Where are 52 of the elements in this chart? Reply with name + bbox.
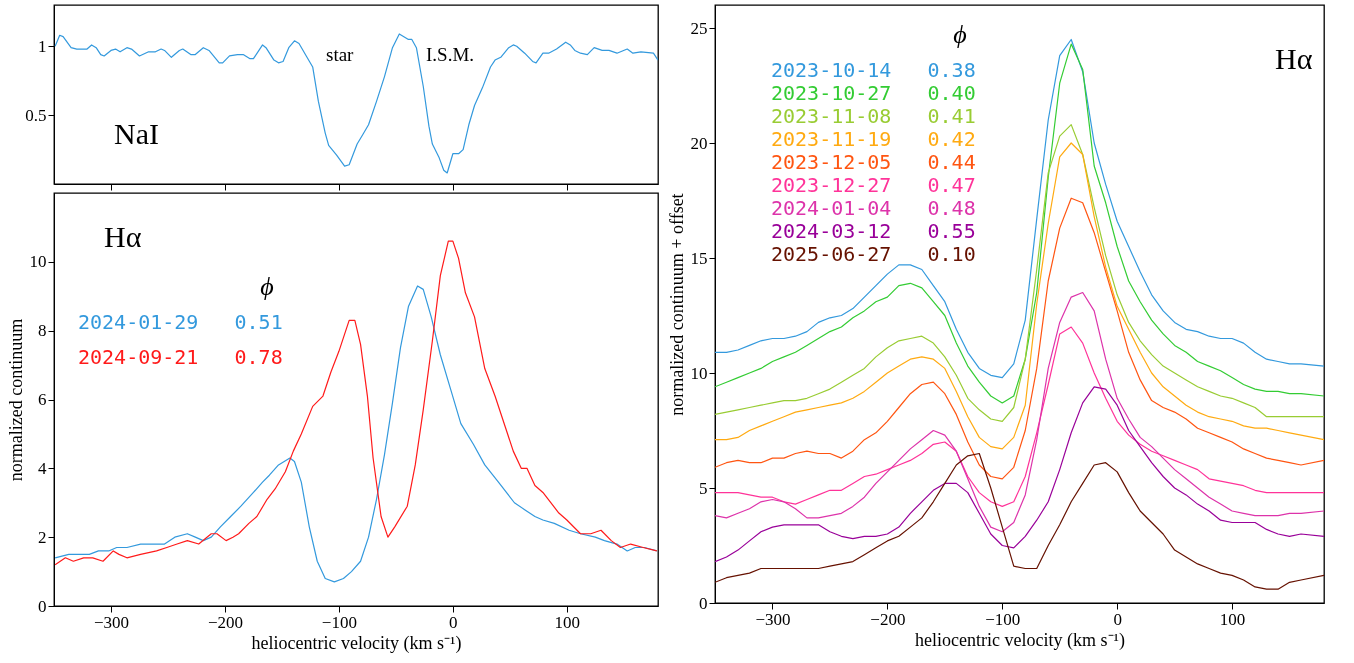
text: 2023-10-14 0.38 bbox=[771, 58, 976, 82]
y-tick-label: 0 bbox=[38, 596, 47, 616]
x-axis-title: heliocentric velocity (km s⁻¹) bbox=[915, 629, 1125, 651]
x-tick-label: −200 bbox=[870, 609, 906, 629]
text: 2023-12-05 0.44 bbox=[771, 150, 976, 174]
y-tick-label: 0 bbox=[699, 593, 708, 613]
y-tick-label: 15 bbox=[690, 248, 708, 268]
annotation: Hα bbox=[1275, 42, 1313, 75]
y-tick-label: 10 bbox=[690, 363, 708, 383]
x-tick-label: 100 bbox=[554, 612, 581, 632]
x-tick-label: −300 bbox=[93, 612, 130, 632]
line-series bbox=[54, 33, 658, 174]
x-tick-label: −300 bbox=[755, 609, 791, 629]
y-tick-label: 20 bbox=[690, 133, 708, 153]
text: 2024-01-29 0.51 bbox=[78, 310, 283, 334]
y-axis-title: normalized continuum bbox=[5, 318, 26, 482]
y-tick-label: 6 bbox=[38, 390, 47, 409]
annotation: star bbox=[326, 44, 355, 65]
annotation: I.S.M. bbox=[426, 44, 475, 65]
line-series bbox=[715, 197, 1324, 480]
text: 2023-10-27 0.40 bbox=[771, 81, 976, 105]
annotation: Hα bbox=[104, 220, 142, 253]
line-series bbox=[715, 291, 1324, 533]
text: 2023-12-27 0.47 bbox=[771, 173, 976, 197]
y-axis-title: normalized continuum + offset bbox=[666, 193, 687, 416]
y-tick-label: 4 bbox=[38, 458, 47, 478]
x-tick-label: −100 bbox=[985, 609, 1021, 629]
x-tick-label: 100 bbox=[1219, 609, 1246, 629]
text: 2025-06-27 0.10 bbox=[771, 242, 976, 266]
text: 2024-01-04 0.48 bbox=[771, 196, 976, 220]
text: 2023-11-08 0.41 bbox=[771, 104, 976, 128]
text: 2024-09-21 0.78 bbox=[78, 345, 283, 369]
y-tick-label: 8 bbox=[38, 321, 47, 341]
legend-title: ϕ bbox=[260, 272, 274, 301]
y-tick-label: 0.5 bbox=[25, 105, 47, 125]
line-series bbox=[715, 386, 1324, 563]
y-tick-label: 2 bbox=[38, 527, 47, 547]
y-tick-label: 5 bbox=[699, 478, 708, 498]
text: 2024-03-12 0.55 bbox=[771, 219, 976, 243]
line-series bbox=[715, 326, 1324, 507]
annotation: NaI bbox=[114, 117, 159, 150]
y-tick-label: 1 bbox=[38, 36, 47, 56]
x-tick-label: 0 bbox=[1113, 609, 1122, 629]
x-tick-label: −200 bbox=[207, 612, 243, 632]
legend-title: ϕ bbox=[953, 20, 967, 49]
y-tick-label: 25 bbox=[690, 18, 708, 38]
x-tick-label: −100 bbox=[321, 612, 357, 632]
text: 2023-11-19 0.42 bbox=[771, 127, 976, 151]
y-tick-label: 10 bbox=[29, 252, 47, 272]
x-tick-label: 0 bbox=[449, 612, 458, 632]
x-axis-title: heliocentric velocity (km s⁻¹) bbox=[251, 632, 462, 654]
line-series bbox=[715, 452, 1324, 590]
